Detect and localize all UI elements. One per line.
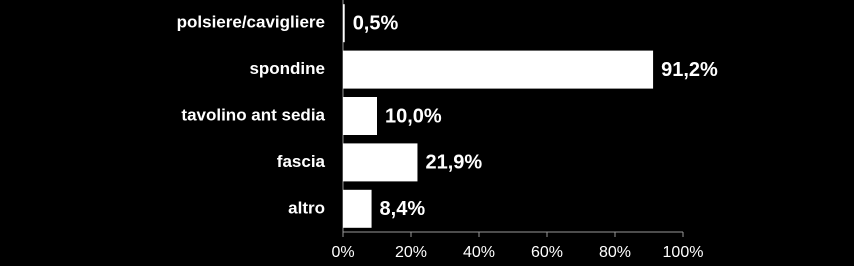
bar (343, 97, 377, 135)
y-tick-label: fascia (277, 152, 326, 171)
value-label: 0,5% (353, 12, 399, 34)
y-tick-label: tavolino ant sedia (181, 105, 325, 124)
value-label: 91,2% (661, 59, 718, 81)
value-label: 8,4% (380, 198, 426, 220)
bar (343, 189, 372, 228)
bar (343, 143, 418, 182)
x-tick-label: 60% (531, 244, 563, 261)
y-tick-label: spondine (249, 59, 325, 78)
y-tick-label: polsiere/cavigliere (177, 13, 325, 32)
bar (343, 4, 345, 43)
x-tick-label: 20% (395, 244, 427, 261)
x-tick-label: 40% (463, 244, 495, 261)
bar (343, 50, 654, 89)
value-label: 10,0% (385, 105, 442, 127)
value-label: 21,9% (425, 152, 482, 174)
x-tick-label: 0% (331, 244, 354, 261)
y-tick-label: altro (288, 198, 325, 217)
x-tick-label: 80% (599, 244, 631, 261)
x-tick-label: 100% (663, 244, 704, 261)
